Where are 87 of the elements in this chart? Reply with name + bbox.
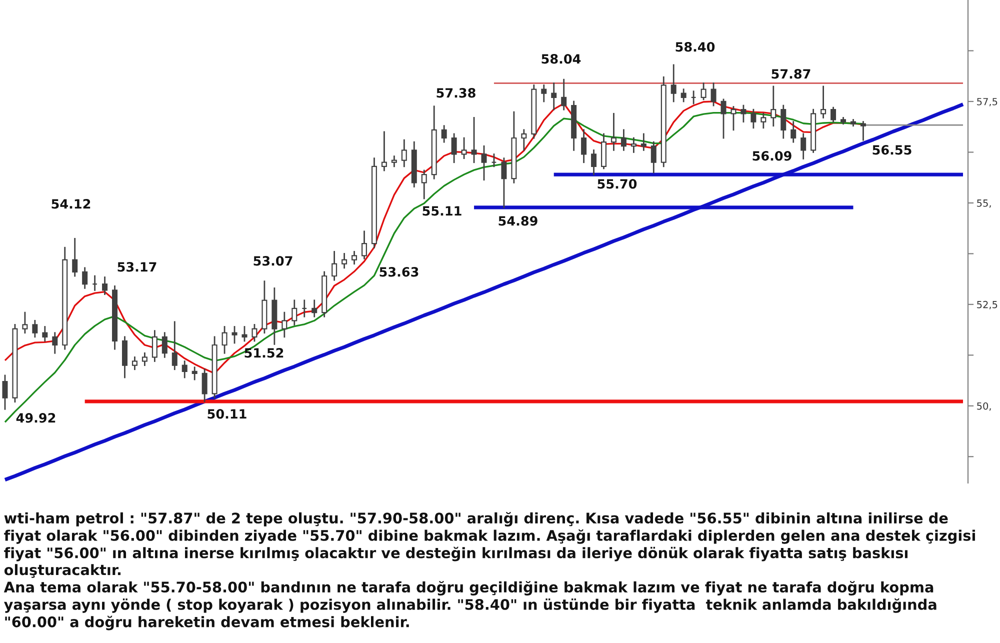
- candlestick: [720, 98, 726, 139]
- candlestick: [182, 360, 188, 378]
- candlestick: [202, 368, 208, 402]
- candlestick: [581, 129, 587, 164]
- annotation: 54.12: [52, 199, 90, 209]
- candlestick: [760, 112, 766, 129]
- candlestick: [551, 82, 557, 110]
- candlestick: [162, 332, 168, 358]
- candlestick: [620, 129, 626, 151]
- annotation: 58.04: [542, 54, 581, 64]
- annotation: 56.55: [872, 145, 912, 155]
- annotation: 51.52: [244, 348, 284, 358]
- candlestick: [820, 86, 826, 118]
- annotation: 53.17: [118, 262, 156, 272]
- annotation: 57.38: [436, 88, 476, 98]
- candlestick: [421, 170, 427, 200]
- candlestick: [860, 121, 866, 141]
- candlestick: [740, 104, 746, 122]
- candlestick: [361, 230, 367, 260]
- annotation: 54.89: [498, 216, 538, 226]
- candlestick: [680, 88, 686, 102]
- candlestick: [750, 108, 756, 129]
- candlestick: [222, 326, 228, 354]
- candlestick: [561, 78, 567, 110]
- candlestick: [710, 82, 716, 106]
- candlestick: [22, 312, 28, 334]
- candlestick: [172, 321, 178, 370]
- candlestick: [700, 82, 706, 100]
- candlestick: [52, 332, 58, 354]
- candlestick: [242, 326, 248, 342]
- candlestick: [332, 250, 338, 281]
- candlestick: [2, 374, 8, 410]
- annotation: 58.40: [676, 42, 715, 52]
- candlestick: [152, 330, 158, 362]
- candlestick: [451, 133, 457, 164]
- annotation: 53.63: [380, 267, 418, 277]
- candlestick: [312, 300, 318, 318]
- candlestick: [401, 139, 407, 168]
- candlestick: [670, 64, 676, 102]
- candlestick: [292, 300, 298, 326]
- candlestick: [610, 112, 616, 151]
- candlestick: [252, 324, 258, 342]
- candlestick: [630, 137, 636, 153]
- annotation: 56.09: [752, 151, 792, 161]
- candlestick: [521, 129, 527, 151]
- text: Ana tema olarak "55.70-58.00" bandının ne tarafa doğru geçildiğine bakmak lazım ve fiyat ne tarafa doğru kopma yaşarsa aynı yönde ( stop koyarak ) pozisyon alınabilir. "58.40" ın üstünde bir fiyatta teknik anlamda bakıldığında "60.00" a doğru hareketin devam etmesi beklenir.: [4, 581, 936, 630]
- candlestick: [381, 131, 387, 172]
- candlestick: [32, 320, 38, 338]
- candlestick: [82, 267, 88, 289]
- candlestick: [441, 125, 447, 143]
- candlestick: [730, 106, 736, 131]
- y-tick-label: 57,5: [977, 98, 998, 106]
- candlestick: [481, 145, 487, 180]
- text: wti-ham petrol : "57.87" de 2 tepe oluştu. "57.90-58.00" aralığı direnç. Kısa vadede "56.55" dibinin altına inilirse de fiyat olarak "56.00" dibinden ziyade "55.70" dibine bakmak lazım. Aşağı taraflardaki diplerden gelen ana destek çizgisi fiyat "56.00" ın altına inerse kırılmış olacaktır ve desteğin kırılması da ileriye dönük olarak fiyatta satış baskısı oluşturacaktır.: [4, 512, 975, 578]
- annotation: 53.07: [254, 256, 292, 266]
- y-tick-label: 52,5: [977, 300, 998, 310]
- candlestick: [790, 121, 796, 143]
- candlestick: [471, 117, 477, 164]
- annotation: 55.70: [598, 179, 637, 189]
- annotation: 57.87: [772, 69, 810, 79]
- candlestick: [282, 312, 288, 338]
- candlestick: [72, 238, 78, 277]
- candlestick: [501, 158, 507, 208]
- candlestick: [192, 366, 198, 380]
- candlestick: [42, 326, 48, 342]
- candlestick: [342, 252, 348, 269]
- line-series: [3, 102, 965, 482]
- annotation: 49.92: [16, 413, 56, 423]
- candlestick: [650, 141, 656, 174]
- candlestick: [232, 326, 238, 344]
- candlestick: [640, 133, 646, 151]
- candlestick: [132, 356, 138, 370]
- candlestick: [830, 106, 836, 122]
- candlestick: [770, 86, 776, 127]
- candlestick: [352, 250, 358, 265]
- candlestick: [591, 149, 597, 176]
- candlestick: [142, 352, 148, 366]
- candlestick: [461, 137, 467, 159]
- candlestick: [102, 276, 108, 295]
- annotation: 50.11: [208, 409, 246, 419]
- y-tick-label: 50,: [977, 402, 991, 411]
- candlestick: [541, 84, 547, 102]
- candlestick: [391, 156, 397, 168]
- y-tick-label: 55,: [977, 200, 991, 208]
- candlestick: [800, 133, 806, 160]
- candlestick: [780, 104, 786, 139]
- annotation: 55.11: [422, 206, 462, 216]
